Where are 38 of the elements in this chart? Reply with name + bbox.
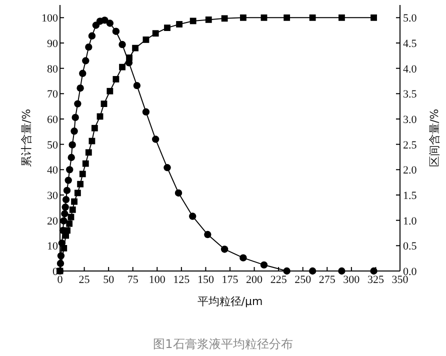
y2-tick-label: 1.5 (403, 190, 418, 202)
x-tick-label: 175 (222, 274, 239, 286)
x-tick-label: 325 (367, 274, 384, 286)
y2-tick-label: 5.0 (403, 12, 418, 25)
x-tick-label: 50 (103, 274, 115, 286)
x-tick-label: 150 (197, 274, 214, 286)
y-tick-label: 90 (47, 38, 58, 50)
y-axis-title: 累计含量/% (20, 108, 33, 168)
y2-tick-label: 4.5 (403, 38, 418, 50)
y-tick-label: 80 (47, 63, 58, 76)
x-tick-label: 125 (173, 274, 190, 286)
y-tick-label: 60 (47, 114, 58, 126)
y2-tick-label: 0.5 (403, 240, 418, 253)
x-tick-label: 75 (127, 274, 139, 286)
x-tick-label: 250 (294, 274, 312, 286)
y2-tick-label: 3.0 (403, 114, 418, 126)
y2-tick-label: 1.0 (403, 215, 418, 228)
y-tick-label: 40 (47, 164, 58, 177)
y-tick-label: 50 (47, 139, 58, 152)
y2-tick-label: 3.5 (403, 88, 418, 101)
y2-axis-title: 区间含量/% (428, 108, 441, 168)
x-axis-title: 平均粒径/μm (197, 295, 263, 308)
y-tick-label: 70 (47, 88, 58, 101)
y2-tick-label: 2.0 (403, 164, 418, 177)
x-tick-label: 300 (343, 274, 360, 286)
caption: 图1石膏浆液平均粒径分布 (153, 337, 293, 351)
x-tick-label: 275 (318, 274, 336, 286)
y-tick-label: 100 (42, 12, 58, 25)
x-tick-label: 350 (392, 274, 409, 286)
y-tick-label: 20 (47, 215, 58, 228)
y-tick-label: 30 (47, 190, 58, 202)
x-tick-label: 200 (246, 274, 264, 286)
y2-tick-label: 4.0 (403, 63, 418, 76)
x-tick-label: 225 (270, 274, 288, 286)
x-tick-label: 25 (78, 274, 90, 286)
y2-tick-label: 2.5 (403, 139, 418, 152)
y-tick-label: 10 (47, 240, 58, 253)
x-tick-label: 100 (148, 274, 166, 286)
